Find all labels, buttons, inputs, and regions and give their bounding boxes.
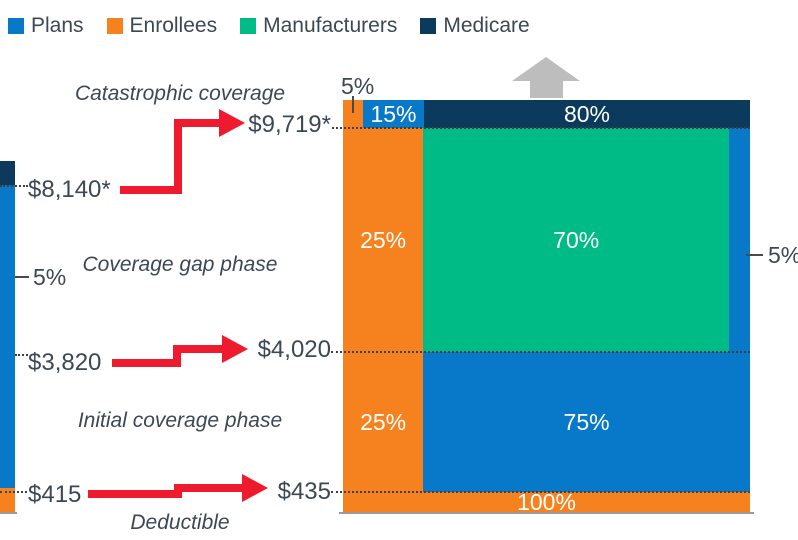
tick-left-bar-plans-5pct <box>15 276 29 278</box>
segment-percent-label: 75% <box>563 408 610 435</box>
threshold-line-new-catastrophic <box>332 127 750 129</box>
old-bar-segment-enrollees <box>0 488 15 512</box>
callout-gap-plans-share: 5% <box>768 242 798 268</box>
old-bar-segment-medicare <box>0 161 15 185</box>
bar-segment-medicare: 80% <box>423 100 750 128</box>
bar-segment-manufacturers: 70% <box>423 128 730 352</box>
band-coverage-gap-phase: 25% 70% <box>343 128 750 352</box>
callout-left-bar-plans-share: 5% <box>33 264 67 290</box>
bar-segment-enrollees: 25% <box>343 352 424 492</box>
segment-percent-label: 80% <box>563 100 610 127</box>
band-initial-coverage-phase: 25% 75% <box>343 352 750 492</box>
old-bar-segment-plans <box>0 185 15 488</box>
tick-gap-plans-5pct <box>746 254 763 256</box>
segment-percent-label: 25% <box>360 408 407 435</box>
legend-label: Enrollees <box>129 14 218 37</box>
threshold-line-old-gap <box>15 354 28 356</box>
old-catastrophic-threshold: $8,140* <box>28 176 111 203</box>
left-bar-baseline <box>0 512 17 514</box>
legend-item-plans: Plans <box>8 14 84 38</box>
legend-item-enrollees: Enrollees <box>106 14 218 38</box>
increase-up-arrow-icon <box>512 57 580 98</box>
threshold-line-old-deductible <box>0 491 27 493</box>
phase-label-catastrophic: Catastrophic coverage <box>74 82 286 105</box>
old-deductible-threshold: $415 <box>28 481 82 508</box>
threshold-line-old-catastrophic <box>0 185 28 187</box>
bar-segment-plans: 75% <box>423 352 750 492</box>
segment-percent-label: 100% <box>517 488 576 515</box>
bar-segment-plans <box>729 128 750 352</box>
tick-catastrophic-enrollee-5pct <box>352 96 354 113</box>
legend-swatch-manufacturers <box>240 18 257 34</box>
legend-item-medicare: Medicare <box>420 14 530 38</box>
new-design-stacked-bar: 15% 80% 25% 70% 25% 75% 100% <box>343 100 750 515</box>
new-deductible-threshold: $435 <box>277 478 331 505</box>
bar-segment-enrollees <box>343 100 363 128</box>
phase-label-initial-coverage: Initial coverage phase <box>77 409 283 432</box>
chart-legend: Plans Enrollees Manufacturers Medicare <box>8 14 530 38</box>
bar-segment-plans: 15% <box>362 100 424 128</box>
callout-catastrophic-enrollee-share: 5% <box>341 73 375 99</box>
phase-label-deductible: Deductible <box>130 511 230 534</box>
band-catastrophic-coverage: 15% 80% <box>343 100 750 128</box>
segment-percent-label: 25% <box>360 226 407 253</box>
legend-item-manufacturers: Manufacturers <box>240 14 397 38</box>
bar-segment-enrollees: 100% <box>343 488 750 515</box>
old-gap-threshold: $3,820 <box>28 349 102 376</box>
phase-label-coverage-gap: Coverage gap phase <box>82 253 278 276</box>
segment-percent-label: 70% <box>553 226 600 253</box>
legend-swatch-plans <box>8 18 24 34</box>
band-deductible: 100% <box>343 488 750 515</box>
legend-label: Medicare <box>443 14 530 37</box>
threshold-line-new-gap <box>331 351 750 353</box>
new-gap-threshold: $4,020 <box>257 336 331 363</box>
legend-label: Manufacturers <box>263 14 398 37</box>
main-bar-baseline <box>339 512 754 514</box>
bar-segment-enrollees: 25% <box>343 128 424 352</box>
legend-swatch-enrollees <box>106 18 123 34</box>
legend-swatch-medicare <box>420 18 437 34</box>
segment-percent-label: 15% <box>370 100 417 127</box>
old-design-bar-partial <box>0 0 15 540</box>
threshold-line-new-deductible <box>331 491 750 493</box>
legend-label: Plans <box>31 14 84 37</box>
new-catastrophic-threshold: $9,719* <box>248 111 331 138</box>
